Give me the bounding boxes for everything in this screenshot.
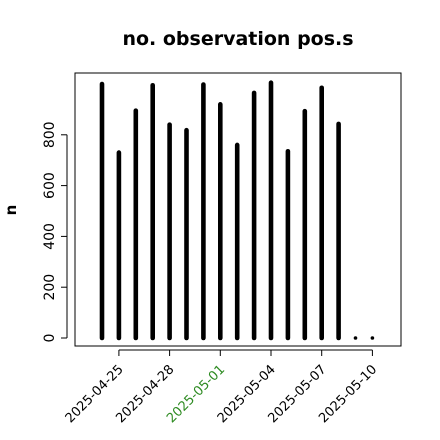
y-tick-label: 800 [42, 121, 58, 148]
y-tick-label: 600 [42, 172, 58, 199]
y-tick-label: 0 [42, 334, 58, 343]
y-tick-label: 400 [42, 223, 58, 250]
y-axis-label: n [2, 205, 20, 216]
plot-frame [74, 72, 402, 347]
bar [353, 336, 358, 340]
bar [370, 336, 375, 340]
bars-group [99, 80, 375, 341]
y-axis: 0 200 400 600 800 [42, 121, 68, 343]
chart-title: no. observation pos.s [122, 28, 353, 50]
x-axis: 2025-04-252025-04-282025-05-012025-05-04… [63, 349, 380, 426]
y-tick-label: 200 [42, 274, 58, 301]
